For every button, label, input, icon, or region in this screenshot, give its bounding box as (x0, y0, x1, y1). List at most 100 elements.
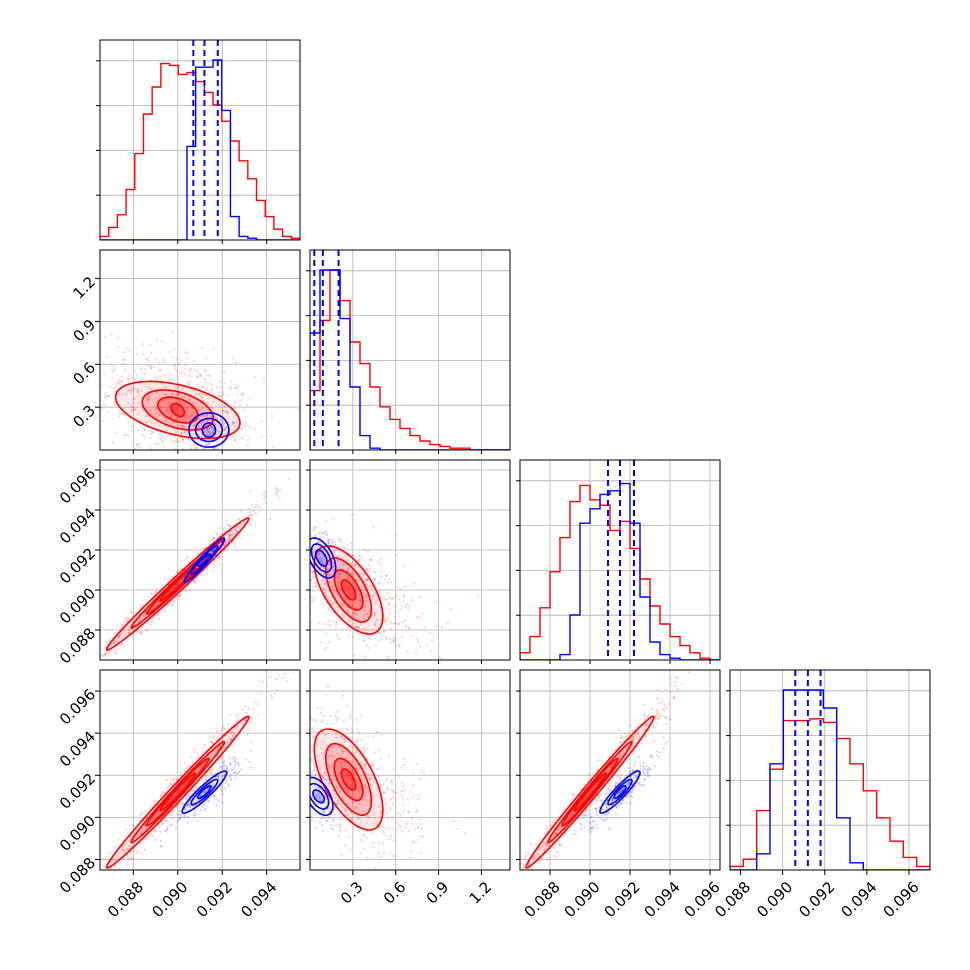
joint-2-1-red-point (313, 526, 316, 529)
joint-3-0-red-point (176, 803, 180, 807)
joint-3-0-red-point (59, 910, 61, 912)
joint-1-0-red-point (148, 396, 151, 399)
joint-1-0-red-point (137, 429, 140, 432)
joint-1-0-red-point (140, 378, 143, 381)
joint-3-1-red-point (364, 785, 368, 788)
joint-2-1-red-point (283, 577, 285, 579)
joint-3-0-blue-point (166, 827, 169, 831)
joint-2-1-red-point (401, 621, 404, 624)
joint-1-0-red-point (179, 372, 182, 375)
joint-3-0-blue-point (235, 772, 238, 775)
joint-2-0-red-point (84, 677, 86, 679)
joint-3-1-red-point (255, 747, 257, 749)
joint-2-0-red-point (201, 548, 204, 551)
joint-3-0-blue-point (214, 776, 217, 779)
joint-2-1-red-point (280, 540, 282, 542)
joint-3-1-red-point (307, 711, 309, 713)
joint-3-0-red-fill-1 (146, 758, 209, 826)
joint-3-1-red-point (305, 707, 307, 709)
joint-1-0-red-point (263, 377, 266, 380)
joint-3-1-red-point (310, 715, 313, 718)
joint-1-0-blue-point (225, 432, 228, 435)
joint-2-1-red-point (347, 607, 351, 610)
joint-2-0-red-point (263, 490, 267, 493)
joint-2-0-red-point (212, 550, 215, 554)
joint-2-0-red-point (215, 533, 218, 536)
joint-2-1-red-point (324, 558, 327, 561)
joint-2-0-red-point (107, 650, 111, 653)
joint-3-0-red-point (188, 778, 191, 781)
panel-1-0-frame (99, 249, 301, 451)
joint-2-0-red-point (210, 538, 213, 541)
joint-2-1-red-point (325, 533, 328, 536)
joint-3-1-red-point (373, 781, 376, 784)
joint-2-1-blue-point (323, 566, 326, 569)
joint-1-0-red-point (178, 363, 181, 366)
joint-1-0-red-point (177, 392, 180, 395)
joint-1-0-red-point (159, 405, 162, 408)
joint-3-1-red-point (347, 773, 350, 777)
joint-1-0-red-point (198, 415, 201, 418)
joint-2-1-red-point (387, 602, 391, 605)
joint-3-1-red-point (329, 714, 332, 718)
joint-3-2-red-point (509, 876, 511, 878)
joint-1-0-red-point (123, 358, 126, 361)
hist-3-grid (730, 670, 930, 870)
joint-2-0-red-point (223, 527, 226, 530)
joint-1-0-blue-point (193, 424, 196, 427)
joint-2-1-red-point (331, 585, 334, 589)
joint-2-1-blue-point (306, 557, 308, 559)
joint-2-1-red-point (300, 611, 302, 613)
joint-3-2-red-point (619, 734, 622, 737)
joint-3-1-red-point (302, 829, 304, 831)
joint-3-0-red-point (152, 800, 155, 803)
joint-2-0-red-point (276, 494, 279, 497)
joint-2-0-red-point (105, 652, 108, 655)
joint-3-1-red-point (399, 826, 402, 829)
joint-2-1-red-point (382, 595, 385, 598)
joint-3-1-red-point (364, 766, 367, 769)
joint-2-0-red-point (276, 490, 279, 493)
joint-3-0-red-point (169, 813, 172, 816)
joint-1-0-red-point (231, 421, 235, 424)
joint-3-1-red-point (323, 771, 326, 774)
joint-2-0-red-point (249, 514, 252, 517)
joint-3-0-blue-point (175, 806, 178, 809)
joint-2-1-red-point (292, 602, 294, 604)
joint-2-1-red-point (344, 546, 347, 550)
joint-3-0-blue-point (186, 816, 190, 819)
joint-2-1-red-point (341, 612, 344, 615)
joint-3-1-red-point (363, 848, 366, 851)
joint-2-1-blue-point (322, 579, 325, 582)
joint-3-1-red-point (316, 759, 320, 762)
joint-3-2-red-point (522, 865, 525, 868)
joint-3-1-red-point (368, 778, 372, 781)
joint-3-0-red-point (190, 789, 193, 792)
joint-3-0-red-point (217, 746, 221, 749)
joint-2-0-red-point (124, 634, 127, 637)
joint-2-0-red-point (176, 594, 180, 597)
joint-3-1-red-point (310, 760, 313, 763)
joint-2-1-red-point (390, 622, 394, 625)
joint-3-0-blue-point (222, 767, 225, 770)
joint-3-0-red-point (156, 812, 159, 815)
joint-2-1-red-point (297, 559, 299, 561)
joint-3-1-red-point (330, 773, 333, 776)
joint-3-0-red-point (179, 774, 182, 778)
joint-3-1-red-point (310, 815, 313, 818)
joint-1-0-red-point (166, 456, 168, 458)
joint-2-0-red-point (121, 620, 125, 623)
joint-3-0-blue-point (194, 798, 198, 801)
joint-2-1-red-point (396, 586, 399, 589)
hist-0 (100, 40, 300, 240)
joint-3-2-red-point (624, 769, 627, 772)
joint-2-1-blue-point (327, 563, 330, 566)
joint-1-0-red-point (128, 373, 131, 376)
joint-1-0-red-point (167, 426, 170, 429)
joint-3-0-red-point (144, 809, 147, 813)
joint-3-1-red-point (319, 797, 322, 800)
joint-2-1-red-point (368, 646, 371, 650)
joint-2-1-red-point (383, 618, 387, 621)
joint-3-1-blue-point (334, 796, 337, 800)
joint-2-1-red-point (372, 570, 375, 573)
